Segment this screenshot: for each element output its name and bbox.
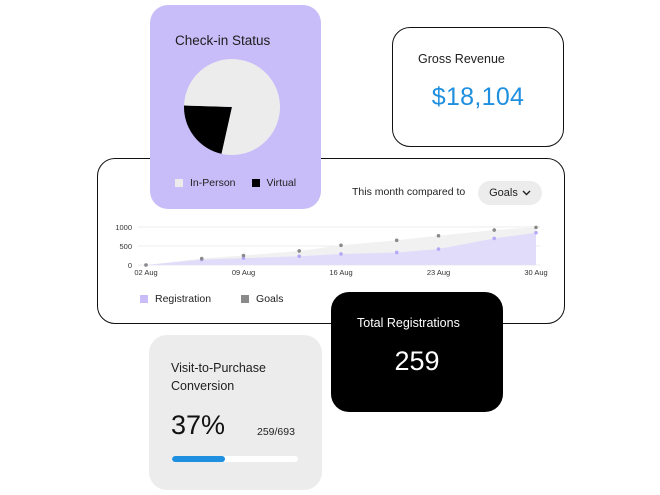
conversion-percent: 37%: [171, 410, 226, 440]
x-tick-label: 02 Aug: [134, 268, 157, 277]
y-tick-label: 0: [128, 261, 132, 270]
legend-label-goals: Goals: [256, 293, 284, 305]
chevron-down-icon: [522, 190, 531, 196]
legend-item-in-person: In-Person: [175, 177, 236, 189]
goals-point: [436, 233, 441, 238]
conversion-title: Visit-to-Purchase Conversion: [171, 361, 266, 393]
conversion-progress-fill: [172, 456, 225, 462]
gross-revenue-title: Gross Revenue: [418, 52, 505, 66]
x-tick-label: 16 Aug: [329, 268, 352, 277]
goals-dropdown-button[interactable]: Goals: [478, 181, 542, 205]
registration-swatch: [140, 295, 148, 303]
goals-swatch: [241, 295, 250, 303]
conversion-card: Visit-to-Purchase Conversion 37% 259/693: [149, 335, 322, 490]
compare-label: This month compared to: [352, 186, 466, 198]
virtual-swatch: [251, 179, 260, 187]
goals-point: [297, 249, 302, 253]
x-tick-label: 30 Aug: [524, 268, 547, 277]
gross-revenue-card: Gross Revenue $18,104: [392, 27, 564, 147]
legend-item-registration: Registration: [140, 293, 211, 305]
legend-label-in-person: In-Person: [190, 177, 236, 189]
goals-point: [199, 256, 204, 261]
goals-point: [492, 228, 497, 232]
y-tick-label: 1000: [115, 223, 132, 232]
goals-point: [534, 225, 538, 230]
registration-point: [339, 252, 343, 256]
checkin-legend: In-Person Virtual: [175, 177, 296, 189]
checkin-title: Check-in Status: [175, 33, 271, 48]
goals-point: [144, 263, 148, 267]
legend-label-registration: Registration: [155, 293, 212, 305]
x-tick-label: 09 Aug: [232, 268, 255, 277]
total-registrations-title: Total Registrations: [357, 316, 460, 330]
goals-point: [339, 243, 343, 248]
chart-legend: Registration Goals: [140, 293, 283, 305]
registration-point: [394, 250, 399, 255]
registration-point: [241, 256, 246, 260]
registrations-area-chart: 1000 500 002 Aug 09 Aug 16 Aug 23 Aug 30 Aug: [115, 223, 547, 277]
registration-point: [297, 254, 302, 259]
registration-point: [492, 236, 497, 241]
in-person-swatch: [175, 179, 183, 187]
conversion-ratio: 259/693: [257, 426, 295, 438]
x-tick-label: 23 Aug: [427, 268, 450, 277]
goals-point: [394, 238, 399, 243]
total-registrations-card: Total Registrations 259: [331, 292, 503, 412]
total-registrations-value: 259: [394, 346, 440, 376]
registration-point: [534, 230, 538, 235]
legend-item-virtual: Virtual: [251, 177, 297, 189]
checkin-status-card: Check-in Status In-Person Virtual: [150, 5, 321, 209]
legend-label-virtual: Virtual: [266, 177, 297, 189]
goals-point: [241, 253, 246, 258]
gross-revenue-value: $18,104: [431, 83, 525, 111]
y-tick-label: 500: [119, 242, 132, 251]
conversion-progress-bar: [172, 456, 298, 462]
registration-point: [436, 247, 441, 251]
legend-item-goals: Goals: [241, 293, 283, 305]
goals-dropdown-label: Goals: [489, 187, 518, 199]
registration-area: [146, 232, 536, 265]
